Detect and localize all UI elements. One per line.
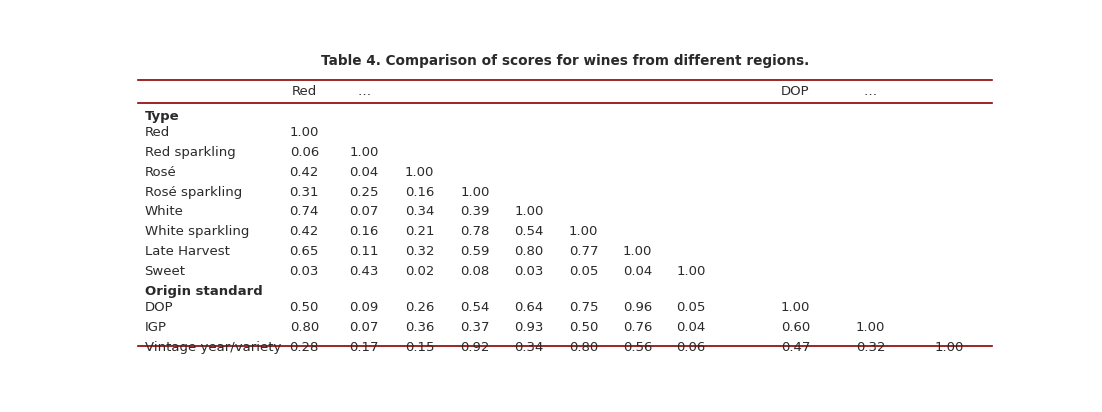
Text: 0.80: 0.80 (290, 321, 318, 334)
Text: 1.00: 1.00 (515, 205, 543, 218)
Text: 0.80: 0.80 (515, 245, 543, 258)
Text: 0.36: 0.36 (404, 321, 434, 334)
Text: Table 4. Comparison of scores for wines from different regions.: Table 4. Comparison of scores for wines … (321, 54, 809, 68)
Text: 0.05: 0.05 (677, 301, 706, 314)
Text: 0.54: 0.54 (515, 225, 543, 238)
Text: Sweet: Sweet (144, 265, 185, 278)
Text: 0.06: 0.06 (290, 146, 318, 159)
Text: 1.00: 1.00 (349, 146, 379, 159)
Text: 0.16: 0.16 (349, 225, 379, 238)
Text: 0.06: 0.06 (677, 341, 705, 354)
Text: 0.04: 0.04 (677, 321, 705, 334)
Text: 0.07: 0.07 (349, 321, 379, 334)
Text: Late Harvest: Late Harvest (144, 245, 229, 258)
Text: Origin standard: Origin standard (144, 285, 262, 298)
Text: 0.78: 0.78 (461, 225, 489, 238)
Text: 1.00: 1.00 (404, 166, 434, 179)
Text: Vintage year/variety: Vintage year/variety (144, 341, 281, 354)
Text: 0.21: 0.21 (404, 225, 434, 238)
Text: 0.28: 0.28 (290, 341, 318, 354)
Text: 0.42: 0.42 (290, 166, 318, 179)
Text: 1.00: 1.00 (623, 245, 652, 258)
Text: 0.05: 0.05 (569, 265, 598, 278)
Text: 0.96: 0.96 (623, 301, 652, 314)
Text: 0.09: 0.09 (349, 301, 379, 314)
Text: 1.00: 1.00 (569, 225, 598, 238)
Text: 0.34: 0.34 (404, 205, 434, 218)
Text: 0.31: 0.31 (290, 185, 320, 199)
Text: 0.56: 0.56 (623, 341, 652, 354)
Text: 0.76: 0.76 (623, 321, 652, 334)
Text: 1.00: 1.00 (461, 185, 489, 199)
Text: 0.77: 0.77 (569, 245, 598, 258)
Text: 0.17: 0.17 (349, 341, 379, 354)
Text: IGP: IGP (144, 321, 166, 334)
Text: 1.00: 1.00 (934, 341, 964, 354)
Text: White: White (144, 205, 183, 218)
Text: 1.00: 1.00 (856, 321, 885, 334)
Text: 0.54: 0.54 (461, 301, 489, 314)
Text: 0.42: 0.42 (290, 225, 318, 238)
Text: 0.16: 0.16 (404, 185, 434, 199)
Text: 0.02: 0.02 (404, 265, 434, 278)
Text: 0.50: 0.50 (569, 321, 598, 334)
Text: 0.60: 0.60 (780, 321, 810, 334)
Text: Red sparkling: Red sparkling (144, 146, 236, 159)
Text: 0.80: 0.80 (569, 341, 598, 354)
Text: 0.32: 0.32 (404, 245, 434, 258)
Text: 0.74: 0.74 (290, 205, 318, 218)
Text: 0.03: 0.03 (515, 265, 543, 278)
Text: Red: Red (144, 126, 170, 139)
Text: Red: Red (292, 85, 317, 98)
Text: 0.25: 0.25 (349, 185, 379, 199)
Text: 0.75: 0.75 (569, 301, 598, 314)
Text: 0.59: 0.59 (461, 245, 489, 258)
Text: 0.07: 0.07 (349, 205, 379, 218)
Text: Rosé: Rosé (144, 166, 176, 179)
Text: …: … (357, 85, 370, 98)
Text: 0.64: 0.64 (515, 301, 543, 314)
Text: 0.03: 0.03 (290, 265, 318, 278)
Text: 0.04: 0.04 (623, 265, 652, 278)
Text: White sparkling: White sparkling (144, 225, 249, 238)
Text: Rosé sparkling: Rosé sparkling (144, 185, 241, 199)
Text: 0.08: 0.08 (461, 265, 489, 278)
Text: 0.39: 0.39 (461, 205, 489, 218)
Text: 0.26: 0.26 (404, 301, 434, 314)
Text: 0.34: 0.34 (515, 341, 543, 354)
Text: DOP: DOP (144, 301, 173, 314)
Text: 1.00: 1.00 (780, 301, 810, 314)
Text: 0.65: 0.65 (290, 245, 318, 258)
Text: 1.00: 1.00 (290, 126, 318, 139)
Text: 0.15: 0.15 (404, 341, 434, 354)
Text: 0.47: 0.47 (780, 341, 810, 354)
Text: 1.00: 1.00 (677, 265, 706, 278)
Text: 0.43: 0.43 (349, 265, 379, 278)
Text: 0.92: 0.92 (461, 341, 489, 354)
Text: 0.37: 0.37 (461, 321, 490, 334)
Text: 0.04: 0.04 (349, 166, 379, 179)
Text: 0.93: 0.93 (515, 321, 543, 334)
Text: DOP: DOP (781, 85, 810, 98)
Text: 0.11: 0.11 (349, 245, 379, 258)
Text: …: … (864, 85, 877, 98)
Text: 0.32: 0.32 (856, 341, 885, 354)
Text: 0.50: 0.50 (290, 301, 318, 314)
Text: Type: Type (144, 110, 180, 122)
